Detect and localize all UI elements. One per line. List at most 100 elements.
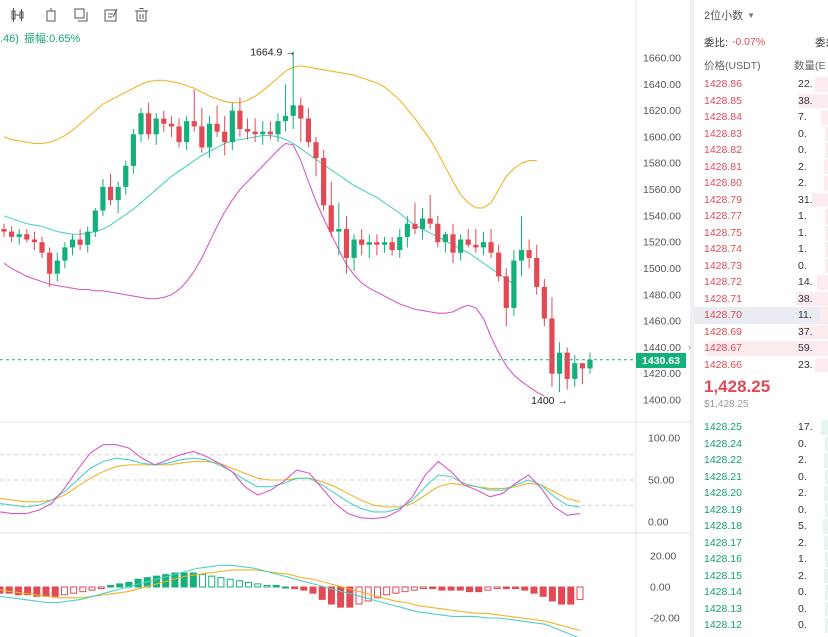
candle-body xyxy=(313,142,319,158)
ask-row[interactable]: 1428.74 1. xyxy=(694,241,828,258)
bid-row[interactable]: 1428.16 1. xyxy=(694,551,828,568)
row-price: 1428.25 xyxy=(704,421,742,433)
candle-body xyxy=(222,131,228,143)
ask-row[interactable]: 1428.80 2. xyxy=(694,175,828,192)
ask-row[interactable]: 1428.67 59. xyxy=(694,340,828,357)
row-qty: 59. xyxy=(798,342,813,354)
indicator-icon[interactable] xyxy=(36,1,66,29)
row-qty: 0. xyxy=(798,602,807,615)
candle-body xyxy=(556,352,563,374)
candle-body xyxy=(282,115,289,122)
bid-row[interactable]: 1428.17 2. xyxy=(694,535,828,552)
candle-body xyxy=(381,242,388,245)
macd-histogram-bar xyxy=(116,583,124,588)
ask-row[interactable]: 1428.72 14. xyxy=(694,274,828,291)
price-tick-label: 1420.00 xyxy=(643,368,681,380)
ask-row[interactable]: 1428.75 1. xyxy=(694,225,828,242)
depth-bar xyxy=(823,453,828,468)
candle-body xyxy=(450,234,456,253)
kdj-d-line xyxy=(0,460,581,508)
macd-histogram-bar xyxy=(502,586,510,590)
candle-body xyxy=(9,231,15,237)
candle-body xyxy=(54,260,60,274)
macd-histogram-bar xyxy=(153,575,161,588)
bid-row[interactable]: 1428.24 0. xyxy=(694,436,828,453)
bid-row[interactable]: 1428.12 0. xyxy=(694,617,828,634)
row-price: 1428.84 xyxy=(704,111,742,123)
ask-row[interactable]: 1428.86 22. xyxy=(694,76,828,93)
bid-row[interactable]: 1428.13 0. xyxy=(694,601,828,618)
candle-body xyxy=(465,239,471,245)
kdj-tick-label: 100.00 xyxy=(648,433,680,445)
ask-row[interactable]: 1428.84 7. xyxy=(694,109,828,126)
row-qty: 11. xyxy=(798,309,812,321)
last-price-block: 1,428.25 $1,428.25 xyxy=(694,373,828,419)
depth-bar xyxy=(825,552,828,567)
ask-row[interactable]: 1428.70 11. xyxy=(694,307,828,324)
candle-body xyxy=(290,105,296,116)
last-price: 1,428.25 xyxy=(704,377,771,396)
candle-body xyxy=(351,239,357,258)
row-qty: 0. xyxy=(798,259,807,272)
candle-body xyxy=(473,244,479,248)
candle-body xyxy=(442,234,449,243)
ask-row[interactable]: 1428.79 31. xyxy=(694,192,828,209)
macd-histogram-bar xyxy=(530,586,538,594)
price-tick-label: 1540.00 xyxy=(643,210,681,222)
macd-histogram-bar xyxy=(337,586,345,608)
bid-row[interactable]: 1428.14 0. xyxy=(694,584,828,601)
edit-icon[interactable] xyxy=(96,1,126,29)
candle-body xyxy=(435,223,441,243)
row-price: 1428.74 xyxy=(704,243,742,255)
bid-row[interactable]: 1428.18 5. xyxy=(694,518,828,535)
price-tick-label: 1560.00 xyxy=(643,184,681,196)
bid-row[interactable]: 1428.22 2. xyxy=(694,452,828,469)
pane-divider[interactable] xyxy=(690,0,694,637)
ask-row[interactable]: 1428.81 2. xyxy=(694,159,828,176)
bid-row[interactable]: 1428.25 17. xyxy=(694,419,828,436)
candle-compare-icon[interactable] xyxy=(0,1,36,29)
price-tick-label: 1460.00 xyxy=(643,316,681,328)
row-qty: 0. xyxy=(798,503,807,516)
ask-row[interactable]: 1428.71 38. xyxy=(694,291,828,308)
chart-pane[interactable]: 1660.00 1640.00 1620.00 1600.00 1580.00 1560.… xyxy=(0,0,690,637)
ask-row[interactable]: 1428.69 37. xyxy=(694,324,828,341)
macd-tick-label: 0.00 xyxy=(650,582,671,594)
row-price: 1428.20 xyxy=(704,487,742,499)
ask-row[interactable]: 1428.73 0. xyxy=(694,258,828,275)
bid-row[interactable]: 1428.19 0. xyxy=(694,502,828,519)
precision-select[interactable]: 2位小数 ▼ xyxy=(694,0,828,30)
copy-icon[interactable] xyxy=(66,1,96,29)
ask-row[interactable]: 1428.77 1. xyxy=(694,208,828,225)
row-price: 1428.19 xyxy=(704,503,742,516)
candle-body xyxy=(229,110,235,143)
bid-row[interactable]: 1428.15 2. xyxy=(694,568,828,585)
ask-row[interactable]: 1428.85 38. xyxy=(694,93,828,110)
price-tick-label: 1500.00 xyxy=(643,263,681,275)
row-qty: 2. xyxy=(798,536,807,549)
trash-icon[interactable] xyxy=(126,1,156,29)
ask-row[interactable]: 1428.66 23. xyxy=(694,357,828,374)
bid-row[interactable]: 1428.21 0. xyxy=(694,469,828,486)
high-price-label: 1664.9 → xyxy=(250,47,296,59)
price-chart[interactable]: 1660.00 1640.00 1620.00 1600.00 1580.00 1560.… xyxy=(0,0,690,637)
row-qty: 38. xyxy=(798,292,813,305)
candle-body xyxy=(298,105,304,119)
candle-body xyxy=(1,229,7,232)
candle-body xyxy=(206,123,213,148)
macd-histogram-bar xyxy=(300,586,308,591)
ratio-value: -0.07% xyxy=(731,36,766,48)
depth-bar xyxy=(825,618,828,633)
depth-bar xyxy=(825,143,828,158)
candle-body xyxy=(488,242,494,253)
expand-arrow-icon[interactable]: › xyxy=(688,342,691,352)
candle-body xyxy=(587,359,593,369)
macd-histogram-bar xyxy=(392,586,400,594)
bid-row[interactable]: 1428.20 2. xyxy=(694,485,828,502)
ask-row[interactable]: 1428.82 0. xyxy=(694,142,828,159)
macd-histogram-bar xyxy=(346,586,354,608)
candle-body xyxy=(260,131,266,135)
ask-row[interactable]: 1428.83 0. xyxy=(694,126,828,143)
candle-body xyxy=(115,186,121,201)
candle-body xyxy=(107,186,114,201)
